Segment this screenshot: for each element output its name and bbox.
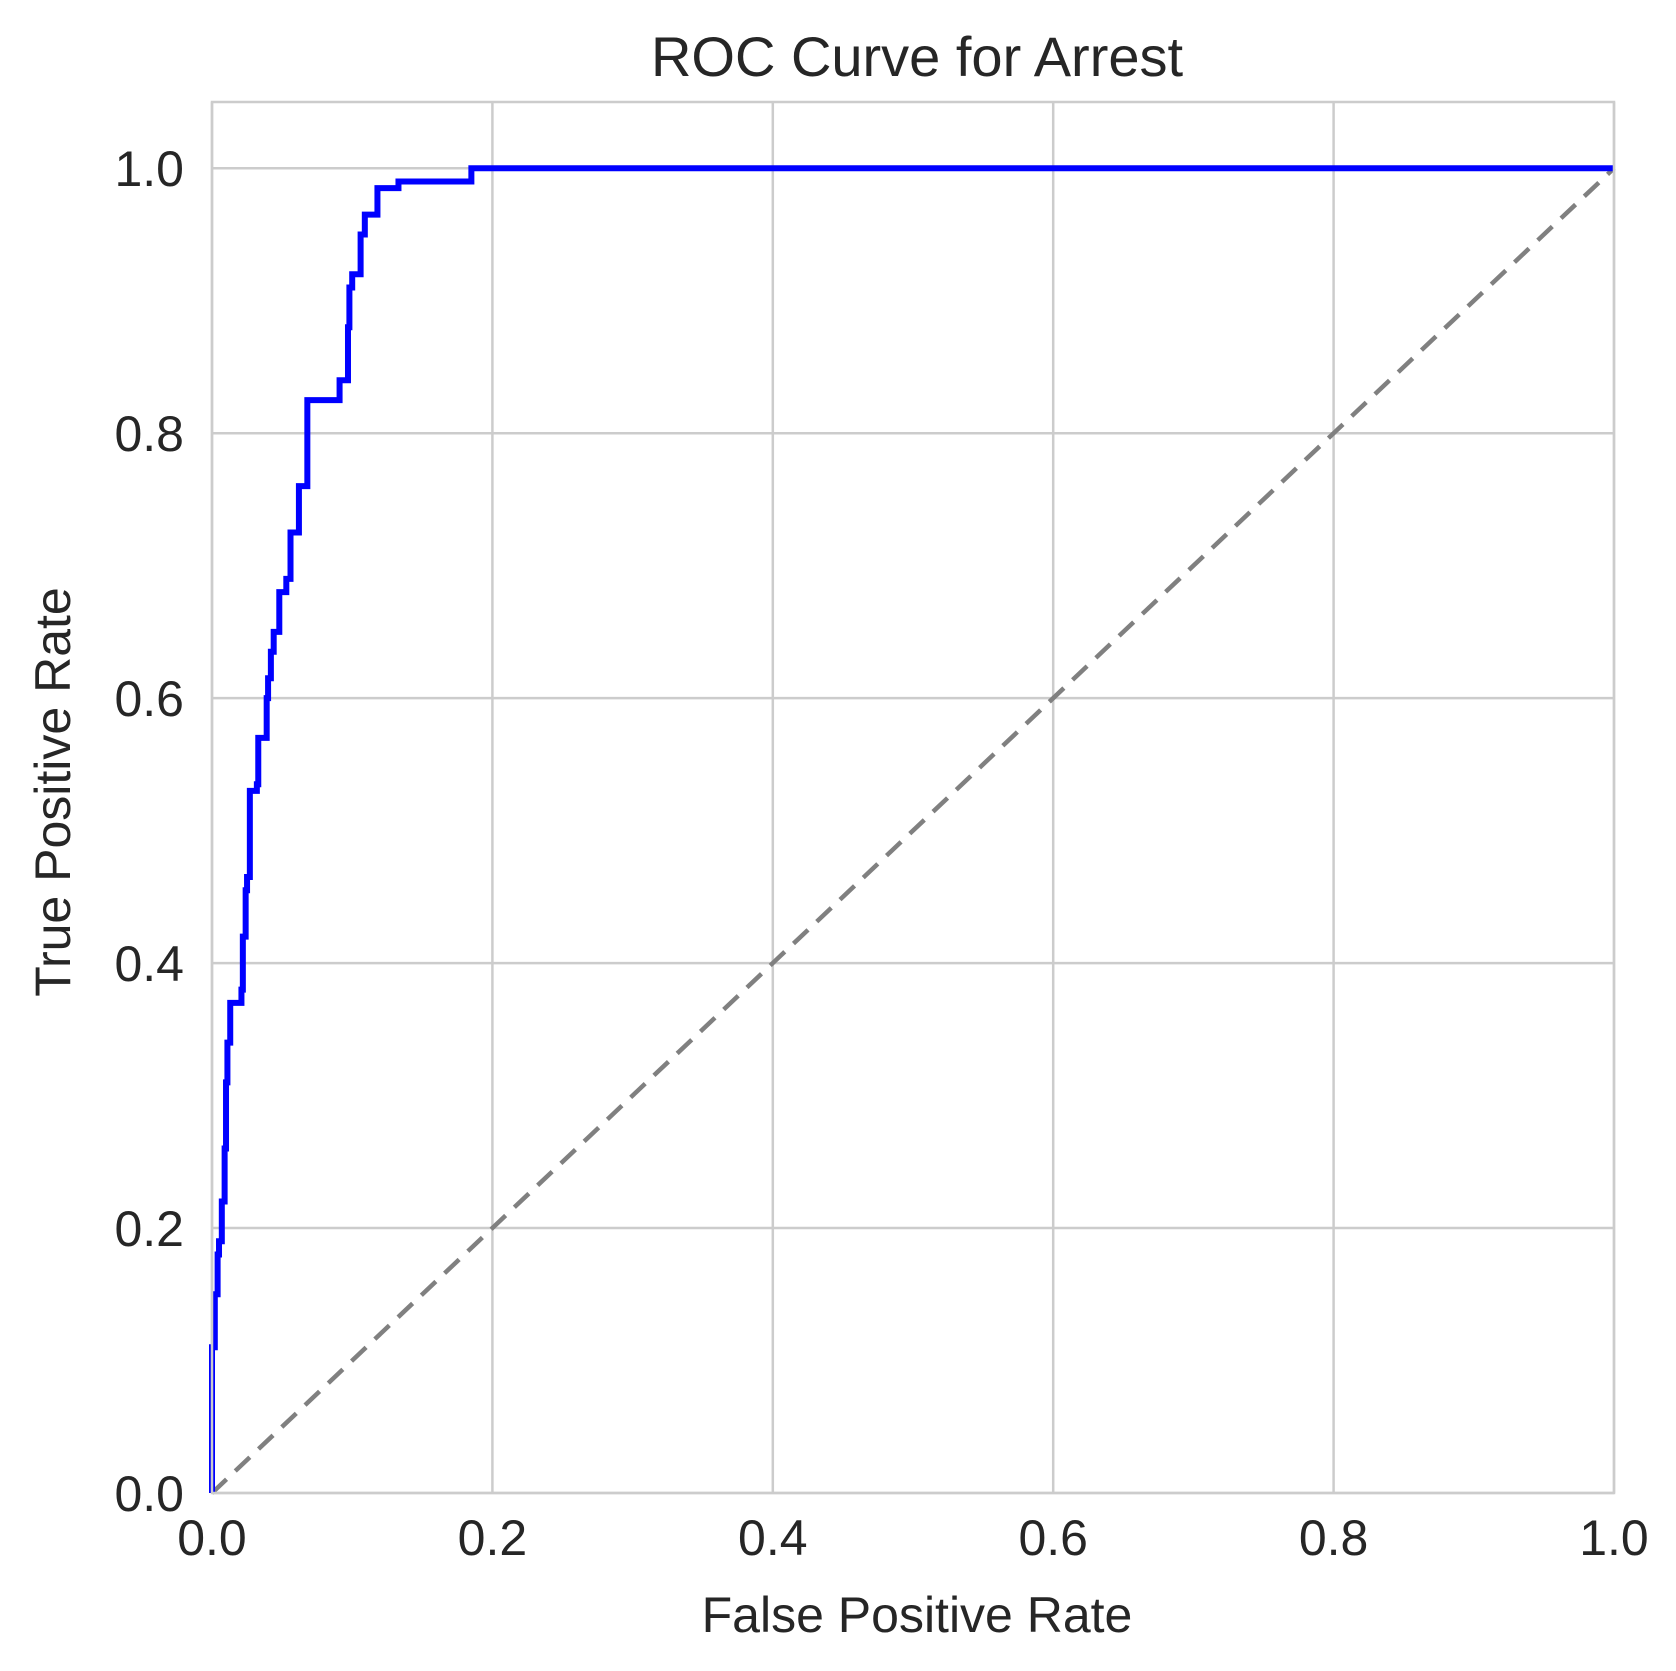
- y-tick-labels: 0.0 0.2 0.4 0.6 0.8 1.0: [114, 141, 184, 1522]
- x-tick-label: 0.4: [738, 1510, 808, 1566]
- y-tick-label: 0.0: [114, 1466, 184, 1522]
- x-axis-label: False Positive Rate: [702, 1587, 1133, 1643]
- y-tick-label: 0.4: [114, 936, 184, 992]
- y-tick-label: 0.6: [114, 671, 184, 727]
- x-tick-label: 0.0: [177, 1510, 247, 1566]
- x-tick-label: 1.0: [1579, 1510, 1649, 1566]
- y-tick-label: 0.2: [114, 1201, 184, 1257]
- plot-frame: [210, 100, 1616, 1495]
- y-tick-label: 0.8: [114, 406, 184, 462]
- grid: [210, 102, 1616, 1495]
- series-group: [209, 165, 1616, 1495]
- y-axis-label: True Positive Rate: [25, 587, 81, 996]
- chart-title: ROC Curve for Arrest: [651, 25, 1184, 88]
- y-tick-label: 1.0: [114, 141, 184, 197]
- roc-curve-line: [209, 165, 1614, 1493]
- x-tick-label: 0.2: [458, 1510, 528, 1566]
- x-tick-label: 0.8: [1299, 1510, 1369, 1566]
- x-tick-labels: 0.0 0.2 0.4 0.6 0.8 1.0: [177, 1510, 1649, 1566]
- x-tick-label: 0.6: [1018, 1510, 1088, 1566]
- chance-diagonal-line: [210, 166, 1616, 1495]
